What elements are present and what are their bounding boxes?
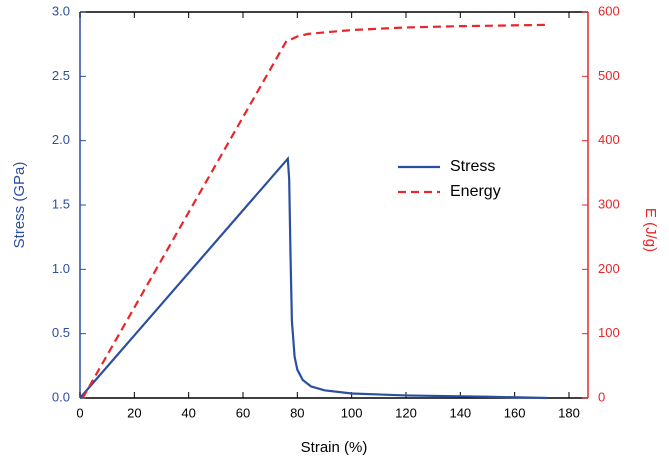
y2-tick-label: 400 bbox=[598, 132, 620, 147]
y-tick-label: 1.5 bbox=[52, 196, 70, 211]
x-axis-label: Strain (%) bbox=[301, 439, 368, 456]
x-tick-label: 80 bbox=[290, 405, 304, 420]
x-tick-label: 60 bbox=[236, 405, 250, 420]
legend-label: Stress bbox=[450, 158, 495, 175]
y2-tick-label: 0 bbox=[598, 389, 605, 404]
x-tick-label: 100 bbox=[341, 405, 363, 420]
y2-tick-label: 100 bbox=[598, 325, 620, 340]
y2-axis-label: E (J/g) bbox=[642, 208, 659, 252]
series-line bbox=[81, 23, 548, 399]
legend-label: Energy bbox=[450, 183, 501, 200]
x-tick-label: 40 bbox=[181, 405, 195, 420]
x-tick-label: 140 bbox=[449, 405, 471, 420]
y-tick-label: 2.5 bbox=[52, 68, 70, 83]
y2-tick-label: 500 bbox=[598, 68, 620, 83]
series-line bbox=[79, 155, 548, 400]
x-tick-label: 180 bbox=[558, 405, 580, 420]
y-tick-label: 0.0 bbox=[52, 389, 70, 404]
x-tick-label: 120 bbox=[395, 405, 417, 420]
y-tick-label: 0.5 bbox=[52, 325, 70, 340]
y2-tick-label: 200 bbox=[598, 261, 620, 276]
y-axis-label: Stress (GPa) bbox=[11, 162, 28, 249]
y-tick-label: 3.0 bbox=[52, 3, 70, 18]
x-tick-label: 160 bbox=[504, 405, 526, 420]
y-tick-label: 2.0 bbox=[52, 132, 70, 147]
x-tick-label: 0 bbox=[76, 405, 83, 420]
x-tick-label: 20 bbox=[127, 405, 141, 420]
y2-tick-label: 300 bbox=[598, 196, 620, 211]
y2-tick-label: 600 bbox=[598, 3, 620, 18]
y-tick-label: 1.0 bbox=[52, 261, 70, 276]
